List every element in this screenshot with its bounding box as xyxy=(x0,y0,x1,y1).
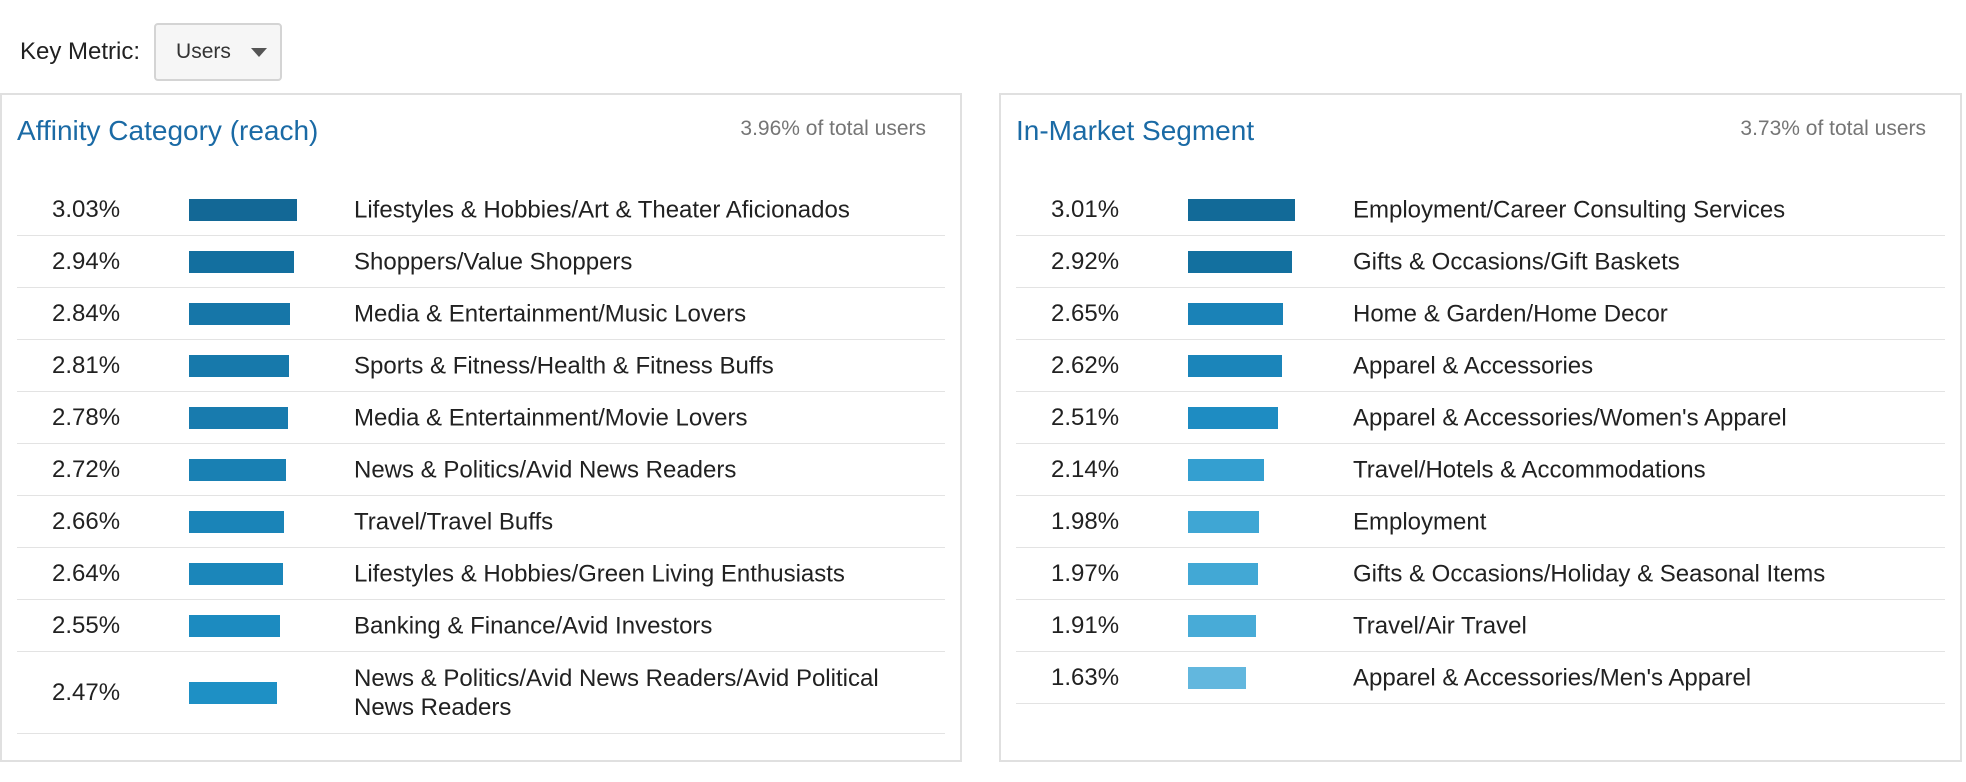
category-link[interactable]: Media & Entertainment/Movie Lovers xyxy=(354,404,748,431)
affinity-panel-title[interactable]: Affinity Category (reach) xyxy=(17,115,319,146)
percent-value: 3.01% xyxy=(1051,195,1120,223)
category-link[interactable]: Media & Entertainment/Music Lovers xyxy=(354,300,747,327)
table-row: 1.91% Travel/Air Travel xyxy=(1016,600,1945,652)
key-metric-bar: Key Metric: Users xyxy=(20,22,283,82)
percent-bar xyxy=(1188,458,1264,481)
table-row: 1.98% Employment xyxy=(1016,496,1945,548)
percent-value: 2.55% xyxy=(52,611,121,639)
table-row: 2.78% Media & Entertainment/Movie Lovers xyxy=(17,392,945,444)
table-row: 2.55% Banking & Finance/Avid Investors xyxy=(17,600,945,652)
category-link[interactable]: News & Politics/Avid News Readers/Avid P… xyxy=(354,664,879,721)
category-link[interactable]: Gifts & Occasions/Gift Baskets xyxy=(1353,248,1680,275)
key-metric-selected-value: Users xyxy=(176,40,231,63)
percent-value: 1.98% xyxy=(1051,507,1120,535)
category-link[interactable]: Gifts & Occasions/Holiday & Seasonal Ite… xyxy=(1353,560,1826,587)
category-link[interactable]: Sports & Fitness/Health & Fitness Buffs xyxy=(354,352,774,379)
percent-value: 1.91% xyxy=(1051,611,1120,639)
percent-value: 3.03% xyxy=(52,195,121,223)
percent-value: 1.97% xyxy=(1051,559,1120,587)
category-link[interactable]: News & Politics/Avid News Readers xyxy=(354,456,737,483)
category-link[interactable]: Travel/Travel Buffs xyxy=(354,508,554,535)
percent-value: 2.66% xyxy=(52,507,121,535)
table-row: 2.66% Travel/Travel Buffs xyxy=(17,496,945,548)
percent-bar xyxy=(189,458,286,481)
percent-bar xyxy=(1188,510,1259,533)
category-link[interactable]: Travel/Hotels & Accommodations xyxy=(1353,456,1706,483)
table-row: 2.92% Gifts & Occasions/Gift Baskets xyxy=(1016,236,1945,288)
percent-value: 2.14% xyxy=(1051,455,1120,483)
in-market-panel-summary: 3.73% of total users xyxy=(1740,117,1926,140)
percent-value: 2.78% xyxy=(52,403,121,431)
percent-value: 2.81% xyxy=(52,351,121,379)
in-market-panel-title[interactable]: In-Market Segment xyxy=(1016,115,1255,146)
percent-bar xyxy=(1188,406,1278,429)
category-link[interactable]: Home & Garden/Home Decor xyxy=(1353,300,1668,327)
category-link[interactable]: Apparel & Accessories/Women's Apparel xyxy=(1353,404,1787,431)
table-row: 2.84% Media & Entertainment/Music Lovers xyxy=(17,288,945,340)
percent-value: 2.92% xyxy=(1051,247,1120,275)
percent-bar xyxy=(1188,354,1282,377)
category-link[interactable]: Apparel & Accessories/Men's Apparel xyxy=(1353,664,1752,691)
percent-value: 2.47% xyxy=(52,678,121,706)
percent-bar xyxy=(1188,666,1246,689)
affinity-table: 3.03% Lifestyles & Hobbies/Art & Theater … xyxy=(17,184,945,734)
table-row: 2.14% Travel/Hotels & Accommodations xyxy=(1016,444,1945,496)
percent-value: 2.72% xyxy=(52,455,121,483)
percent-value: 2.64% xyxy=(52,559,121,587)
category-link[interactable]: Banking & Finance/Avid Investors xyxy=(354,612,713,639)
affinity-panel-summary: 3.96% of total users xyxy=(740,117,926,140)
category-link[interactable]: Travel/Air Travel xyxy=(1353,612,1527,639)
percent-bar xyxy=(189,510,284,533)
percent-value: 2.51% xyxy=(1051,403,1120,431)
category-link[interactable]: Lifestyles & Hobbies/Green Living Enthus… xyxy=(354,560,845,587)
table-row: 2.64% Lifestyles & Hobbies/Green Living E… xyxy=(17,548,945,600)
percent-bar xyxy=(1188,198,1295,221)
percent-bar xyxy=(189,681,277,704)
table-row: 1.63% Apparel & Accessories/Men's Apparel xyxy=(1016,652,1945,704)
category-link[interactable]: Employment xyxy=(1353,508,1487,535)
percent-value: 1.63% xyxy=(1051,663,1120,691)
table-row: 3.03% Lifestyles & Hobbies/Art & Theater … xyxy=(17,184,945,236)
percent-bar xyxy=(189,406,288,429)
caret-down-icon xyxy=(250,47,267,57)
percent-value: 2.62% xyxy=(1051,351,1120,379)
category-link[interactable]: Lifestyles & Hobbies/Art & Theater Afici… xyxy=(354,196,850,223)
table-row: 2.72% News & Politics/Avid News Readers xyxy=(17,444,945,496)
category-link[interactable]: Employment/Career Consulting Services xyxy=(1353,196,1786,223)
table-row: 2.65% Home & Garden/Home Decor xyxy=(1016,288,1945,340)
percent-bar xyxy=(189,198,297,221)
percent-bar xyxy=(1188,302,1283,325)
category-link[interactable]: Apparel & Accessories xyxy=(1353,352,1594,379)
affinity-category-panel: Affinity Category (reach) 3.96% of total… xyxy=(0,93,962,762)
table-row: 2.81% Sports & Fitness/Health & Fitness B… xyxy=(17,340,945,392)
percent-bar xyxy=(1188,614,1256,637)
percent-bar xyxy=(189,250,294,273)
percent-value: 2.94% xyxy=(52,247,121,275)
table-row: 3.01% Employment/Career Consulting Servic… xyxy=(1016,184,1945,236)
percent-bar xyxy=(189,562,283,585)
category-link[interactable]: Shoppers/Value Shoppers xyxy=(354,248,633,275)
percent-bar xyxy=(1188,562,1258,585)
key-metric-label: Key Metric: xyxy=(20,38,141,65)
in-market-table: 3.01% Employment/Career Consulting Servic… xyxy=(1016,184,1945,704)
table-row: 2.47% News & Politics/Avid News Readers/A… xyxy=(17,652,945,734)
percent-bar xyxy=(1188,250,1292,273)
percent-bar xyxy=(189,354,289,377)
key-metric-dropdown[interactable]: Users xyxy=(154,23,283,81)
table-row: 2.51% Apparel & Accessories/Women's Appar… xyxy=(1016,392,1945,444)
percent-bar xyxy=(189,302,290,325)
in-market-segment-panel: In-Market Segment 3.73% of total users 3… xyxy=(999,93,1962,762)
percent-value: 2.84% xyxy=(52,299,121,327)
percent-value: 2.65% xyxy=(1051,299,1120,327)
table-row: 2.94% Shoppers/Value Shoppers xyxy=(17,236,945,288)
table-row: 2.62% Apparel & Accessories xyxy=(1016,340,1945,392)
percent-bar xyxy=(189,614,280,637)
table-row: 1.97% Gifts & Occasions/Holiday & Seasona… xyxy=(1016,548,1945,600)
